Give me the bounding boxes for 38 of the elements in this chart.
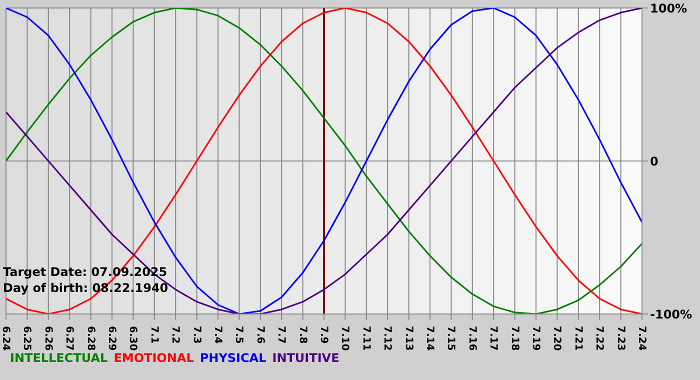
text: INTELLECTUAL [10, 351, 108, 365]
x-tick-label: 6.27 [64, 326, 75, 351]
x-tick-label: 7.10 [339, 326, 350, 351]
x-tick-label: 7.2 [170, 326, 181, 344]
x-tick-label: 6.26 [42, 326, 54, 351]
x-tick-label: 7.19 [530, 326, 541, 351]
x-tick-label: 6.25 [21, 326, 32, 351]
x-tick-label: 6.30 [127, 326, 138, 351]
x-tick-label: 7.13 [402, 326, 414, 351]
x-tick-label: 7.4 [212, 326, 223, 344]
x-tick-label: 7.14 [424, 326, 435, 351]
text: PHYSICAL [200, 351, 266, 365]
x-tick-label: 7.17 [488, 326, 499, 351]
text: INTUITIVE [272, 351, 340, 365]
x-tick-label: 7.16 [466, 326, 478, 351]
x-tick-label: 7.24 [636, 326, 647, 351]
x-tick-label: 7.23 [614, 326, 626, 351]
x-tick-label: 7.20 [551, 326, 562, 351]
y-tick-label: 100% [650, 1, 688, 16]
x-tick-label: 6.29 [106, 326, 117, 351]
x-tick-label: 6.28 [84, 326, 96, 351]
x-tick-label: 7.3 [190, 326, 202, 344]
text: EMOTIONAL [114, 351, 194, 365]
y-tick-label: 0 [650, 154, 658, 168]
x-tick-label: 7.21 [572, 326, 584, 351]
x-tick-label: 7.1 [148, 326, 160, 344]
x-tick-label: 7.9 [318, 326, 329, 344]
x-tick-label: 7.11 [360, 326, 372, 351]
x-tick-label: 7.22 [594, 326, 605, 351]
x-tick-label: 6.24 [0, 326, 11, 351]
x-tick-label: 7.6 [254, 326, 266, 344]
x-tick-label: 7.8 [296, 326, 308, 344]
x-tick-label: 7.12 [382, 326, 393, 351]
x-tick-label: 7.15 [445, 326, 456, 351]
x-tick-label: 7.5 [233, 326, 244, 344]
y-tick-label: -100% [650, 307, 692, 322]
x-tick-label: 7.7 [276, 326, 287, 344]
x-tick-label: 7.18 [508, 326, 520, 351]
